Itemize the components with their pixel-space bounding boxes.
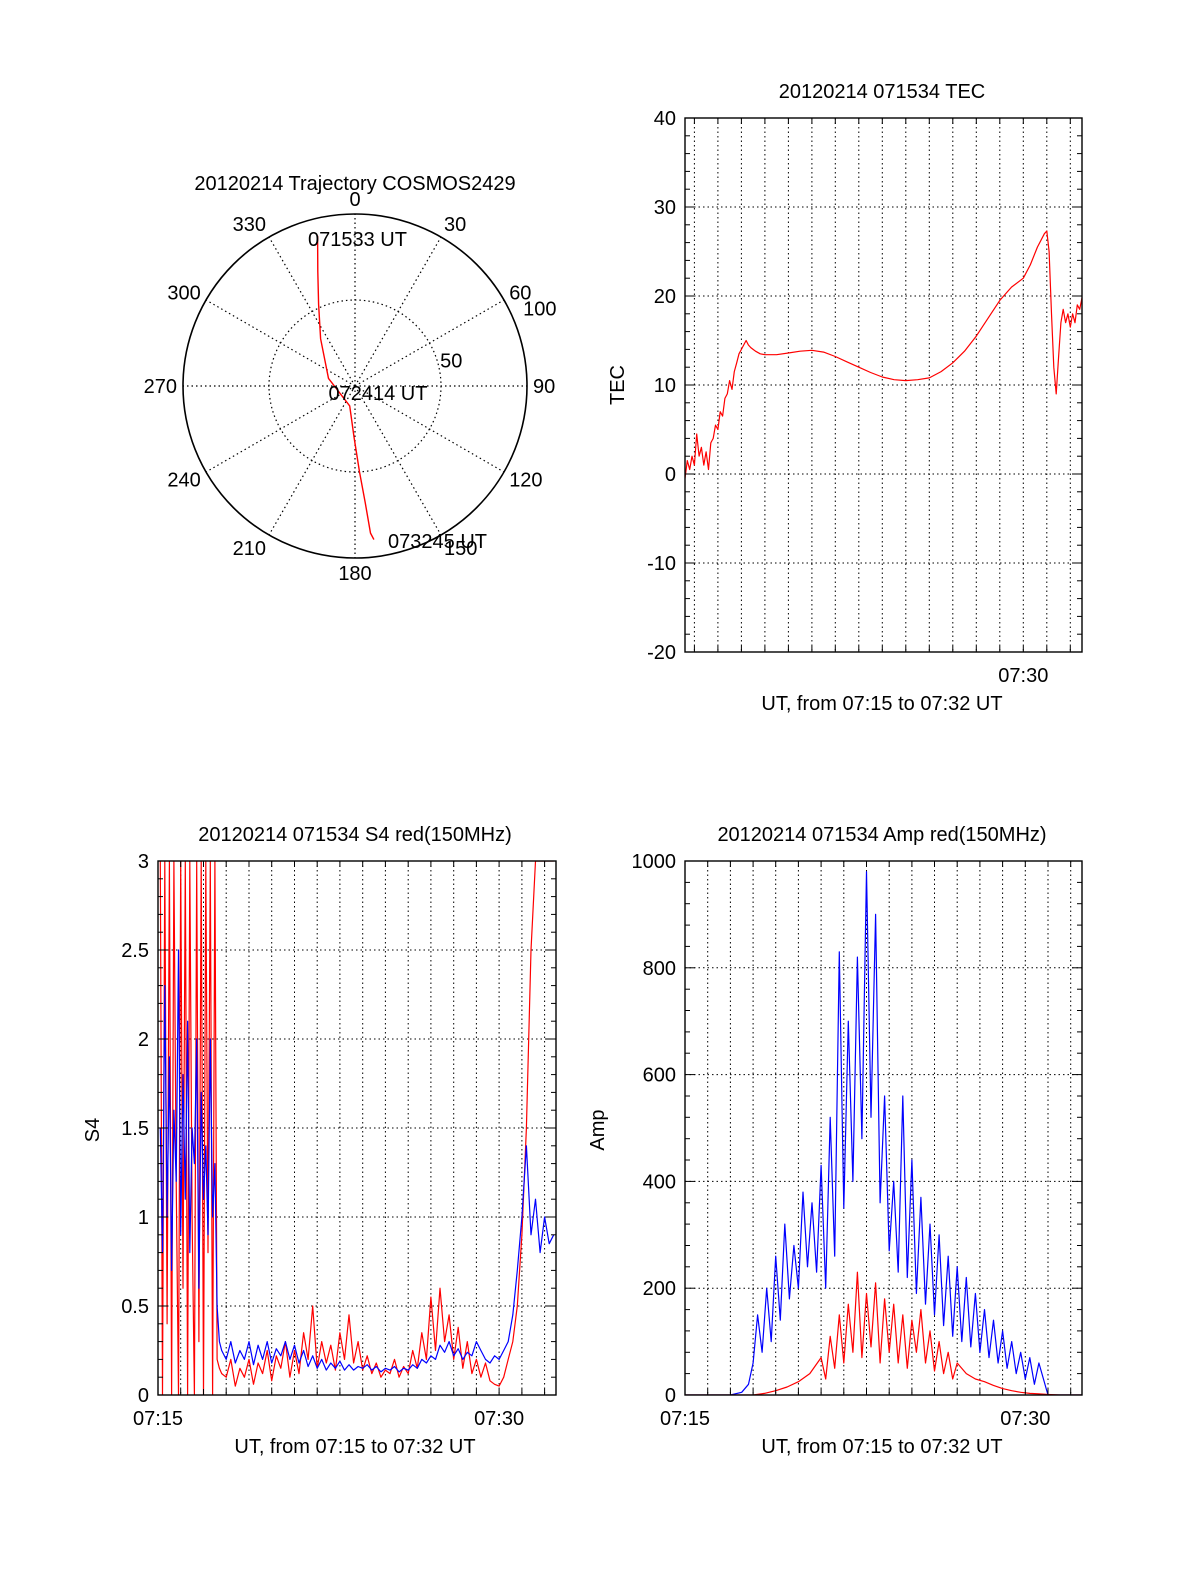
- azimuth-label-330: 330: [233, 214, 266, 236]
- radial-label-50: 50: [440, 351, 462, 373]
- s4-plot-area: [159, 861, 555, 1395]
- amp-plot-frame: [684, 860, 1083, 1396]
- tec-grid: [685, 118, 1082, 652]
- tec-y-tick-label: 40: [654, 108, 676, 130]
- polar-spoke-330: [268, 236, 356, 387]
- amp-y-tick-label: 0: [665, 1385, 676, 1407]
- s4-y-tick-label: 1.5: [121, 1118, 149, 1140]
- s4-y-axis-label: S4: [82, 1118, 104, 1142]
- tec-x-tick-label: 07:30: [998, 665, 1048, 687]
- trajectory-title: 20120214 Trajectory COSMOS2429: [194, 173, 515, 195]
- amp-y-axis-label: Amp: [587, 1109, 609, 1150]
- trajectory-polar-panel: 20120214 Trajectory COSMOS2429 0 30 60 90 12…: [144, 173, 557, 585]
- polar-labels: 0 30 60 90 120 150 180 210 240 270 300 330 50 100: [144, 189, 557, 585]
- s4-series-blue-line: [159, 949, 555, 1373]
- azimuth-label-210: 210: [233, 538, 266, 560]
- amp-title: 20120214 071534 Amp red(150MHz): [717, 824, 1046, 846]
- azimuth-label-60: 60: [509, 283, 531, 305]
- tec-title: 20120214 071534 TEC: [779, 81, 985, 103]
- amp-y-tick-label: 600: [643, 1065, 676, 1087]
- polar-spoke-240: [205, 385, 356, 473]
- azimuth-label-270: 270: [144, 376, 177, 398]
- s4-y-tick-label: 2: [138, 1029, 149, 1051]
- trajectory-series: [316, 235, 375, 540]
- s4-x-tick-label: 07:30: [474, 1408, 524, 1430]
- polar-spoke-210: [268, 385, 356, 536]
- amp-y-tick-label: 400: [643, 1171, 676, 1193]
- s4-y-tick-label: 3: [138, 851, 149, 873]
- radial-label-100: 100: [523, 299, 556, 321]
- s4-y-tick-label: 1: [138, 1207, 149, 1229]
- trajectory-start-time: 071533 UT: [308, 229, 407, 251]
- tec-x-axis-label: UT, from 07:15 to 07:32 UT: [761, 693, 1002, 715]
- tec-plot-area: [685, 230, 1082, 479]
- azimuth-label-180: 180: [338, 563, 371, 585]
- trajectory-annotations: 071533 UT 072414 UT 073245 UT: [308, 229, 487, 553]
- trajectory-line: [316, 235, 375, 540]
- tec-y-tick-label: 10: [654, 375, 676, 397]
- polar-outer-ring: [182, 213, 528, 559]
- amp-y-tick-label: 1000: [632, 851, 677, 873]
- amp-plot-area: [685, 871, 1082, 1395]
- s4-y-tick-label: 0: [138, 1385, 149, 1407]
- amp-y-tick-label: 200: [643, 1278, 676, 1300]
- azimuth-label-240: 240: [167, 470, 200, 492]
- polar-spoke-300: [205, 299, 356, 387]
- amp-series-blue-line: [685, 871, 1082, 1395]
- s4-axes: 0 0.5 1 1.5 2 2.5 3 07:15 07:30: [121, 851, 557, 1430]
- amp-y-tick-label: 800: [643, 958, 676, 980]
- tec-axes: -20 -10 0 10 20 30 40 07:30: [647, 108, 1083, 687]
- polar-grid: [182, 213, 528, 559]
- tec-y-tick-label: 0: [665, 464, 676, 486]
- s4-x-tick-label: 07:15: [133, 1408, 183, 1430]
- azimuth-label-120: 120: [509, 470, 542, 492]
- trajectory-mid-time: 072414 UT: [329, 383, 428, 405]
- amp-panel: 20120214 071534 Amp red(150MHz) UT, from…: [587, 824, 1083, 1458]
- trajectory-end-time: 073245 UT: [388, 531, 487, 553]
- amp-x-tick-label: 07:30: [1000, 1408, 1050, 1430]
- tec-y-tick-label: -10: [647, 553, 676, 575]
- amp-x-axis-label: UT, from 07:15 to 07:32 UT: [761, 1436, 1002, 1458]
- amp-x-tick-label: 07:15: [660, 1408, 710, 1430]
- polar-spoke-150: [354, 385, 442, 536]
- azimuth-label-90: 90: [533, 376, 555, 398]
- amp-series-red-line: [685, 1271, 1082, 1395]
- azimuth-label-30: 30: [444, 214, 466, 236]
- s4-y-tick-label: 2.5: [121, 940, 149, 962]
- s4-title: 20120214 071534 S4 red(150MHz): [198, 824, 512, 846]
- polar-ring-50: [268, 299, 442, 473]
- s4-panel: 20120214 071534 S4 red(150MHz) UT, from …: [82, 824, 557, 1458]
- tec-series-red-line: [685, 230, 1082, 479]
- s4-x-axis-label: UT, from 07:15 to 07:32 UT: [234, 1436, 475, 1458]
- polar-spoke-30: [354, 236, 442, 387]
- amp-grid: [685, 861, 1082, 1395]
- tec-y-tick-label: 20: [654, 286, 676, 308]
- polar-spoke-60: [354, 299, 505, 387]
- s4-grid: [158, 861, 556, 1395]
- tec-y-tick-label: 30: [654, 197, 676, 219]
- s4-y-tick-label: 0.5: [121, 1296, 149, 1318]
- amp-axes: 0 200 400 600 800 1000 07:15 07:30: [632, 851, 1083, 1430]
- tec-y-tick-label: -20: [647, 642, 676, 664]
- azimuth-label-0: 0: [349, 189, 360, 211]
- tec-panel: 20120214 071534 TEC UT, from 07:15 to 07…: [607, 81, 1083, 715]
- azimuth-label-300: 300: [167, 283, 200, 305]
- azimuth-label-150: 150: [444, 538, 477, 560]
- tec-y-axis-label: TEC: [607, 365, 629, 405]
